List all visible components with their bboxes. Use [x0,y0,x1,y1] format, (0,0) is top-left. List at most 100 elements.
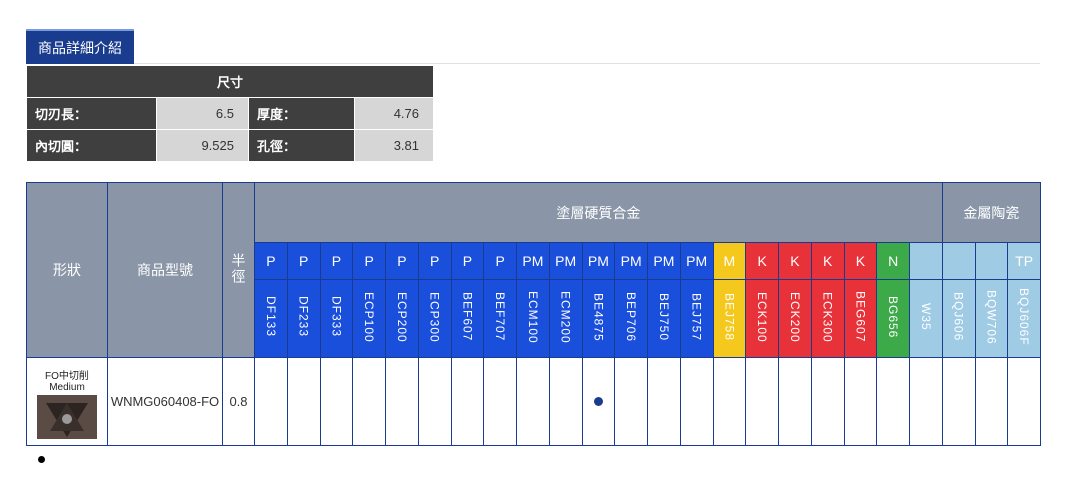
grade-category-cell: M [712,242,747,280]
grade-code-label: DF333 [329,296,344,338]
grade-category-cell: N [876,242,910,280]
availability-cell [483,357,517,446]
grade-code-cell: ECK300 [810,279,845,358]
grade-code-label: BE4875 [591,292,606,342]
grade-code-cell: DF233 [286,279,321,358]
grade-code-label: ECK300 [820,291,835,343]
availability-cell [876,357,910,446]
spec-value-inscribed-circle: 9.525 [156,129,249,162]
grade-code-cell: BEF707 [483,279,517,358]
group-header-cermet: 金屬陶瓷 [941,182,1042,243]
grade-code-label: DF133 [263,296,278,338]
grade-code-label: BQJ606F [1017,288,1032,346]
spec-value-hole-diameter: 3.81 [354,129,434,162]
grade-code-label: ECK100 [755,291,770,343]
availability-cell [909,357,943,446]
grade-code-label: BEJ758 [722,292,737,342]
grade-code-cell: BQJ606F [1007,279,1041,358]
dimensions-table: 尺寸 切刃長： 6.5 厚度： 4.76 內切圓： 9.525 孔徑： 3.81 [26,65,434,162]
col-header-shape: 形狀 [26,182,108,358]
col-header-model: 商品型號 [107,182,223,358]
spec-label-thickness: 厚度： [248,97,355,130]
grade-category-cell: P [385,242,419,280]
availability-cell [647,357,681,446]
grade-category-cell: PM [516,242,550,280]
availability-cell [286,357,321,446]
grade-category-cell: PM [679,242,714,280]
grade-category-cell: P [483,242,517,280]
availability-cell [712,357,747,446]
grade-category-cell [941,242,976,280]
availability-cell [516,357,550,446]
product-radius: 0.8 [222,357,255,446]
col-header-radius: 半徑 [222,182,255,358]
grade-code-label: BQJ606 [951,292,966,342]
availability-cell [319,357,354,446]
availability-cell [778,357,812,446]
availability-cell [843,357,878,446]
spec-value-cutting-length: 6.5 [156,97,249,130]
grade-code-cell: BQW706 [974,279,1009,358]
grade-category-cell: K [745,242,779,280]
tab-product-details[interactable]: 商品詳細介紹 [26,29,134,64]
grade-code-label: ECP300 [427,291,442,343]
grade-category-cell: TP [1007,242,1041,280]
grade-code-cell: BEJ750 [647,279,681,358]
availability-cell [974,357,1009,446]
grade-code-cell: DF333 [319,279,354,358]
grade-category-cell: P [417,242,452,280]
product-model: WNMG060408-FO [107,357,223,446]
grade-code-cell: ECP100 [352,279,386,358]
grade-code-cell: W35 [909,279,943,358]
grade-code-cell: BEJ758 [712,279,747,358]
grade-category-cell: PM [614,242,648,280]
grade-code-label: W35 [918,303,933,331]
grade-code-label: BEG607 [853,291,868,343]
spec-label-cutting-length: 切刃長： [26,97,157,130]
grade-code-label: BEJ757 [689,292,704,342]
grade-category-cell: P [254,242,288,280]
grade-code-label: BEF607 [460,292,475,342]
grade-code-cell: BEF607 [450,279,485,358]
availability-cell [352,357,386,446]
grade-category-cell: PM [647,242,681,280]
product-shape-cell: FO中切削 Medium [26,357,108,446]
grade-code-label: BEP706 [624,291,639,343]
grade-code-cell: DF133 [254,279,288,358]
availability-cell [417,357,452,446]
grade-code-label: ECP200 [394,291,409,343]
grade-code-cell: BEP706 [614,279,648,358]
availability-cell [810,357,845,446]
grade-code-cell: ECP200 [385,279,419,358]
grade-category-cell [909,242,943,280]
grade-code-cell: ECM200 [548,279,583,358]
grade-code-cell: BE4875 [581,279,616,358]
grade-code-cell: ECM100 [516,279,550,358]
availability-cell [941,357,976,446]
availability-cell [254,357,288,446]
grade-code-cell: ECK100 [745,279,779,358]
grade-code-label: BG656 [886,295,901,339]
spec-label-hole-diameter: 孔徑： [248,129,355,162]
grade-category-cell: P [450,242,485,280]
group-header-coated-carbide: 塗層硬質合金 [254,182,943,243]
grade-code-label: ECK200 [787,291,802,343]
shape-label-type: FO中切削 [45,370,89,382]
dimensions-header: 尺寸 [26,65,434,98]
grade-category-cell: PM [548,242,583,280]
tab-underline [134,63,1040,64]
grade-code-cell: BQJ606 [941,279,976,358]
grade-category-cell: K [810,242,845,280]
grade-code-label: BQW706 [984,289,999,345]
grade-code-label: BEJ750 [656,292,671,342]
grade-category-cell: P [319,242,354,280]
availability-cell [581,357,616,446]
grade-category-cell: K [778,242,812,280]
grade-code-label: DF233 [296,296,311,338]
availability-dot [593,397,603,406]
grade-category-cell: PM [581,242,616,280]
grade-code-cell: ECP300 [417,279,452,358]
availability-cell [548,357,583,446]
availability-cell [385,357,419,446]
grade-code-cell: ECK200 [778,279,812,358]
